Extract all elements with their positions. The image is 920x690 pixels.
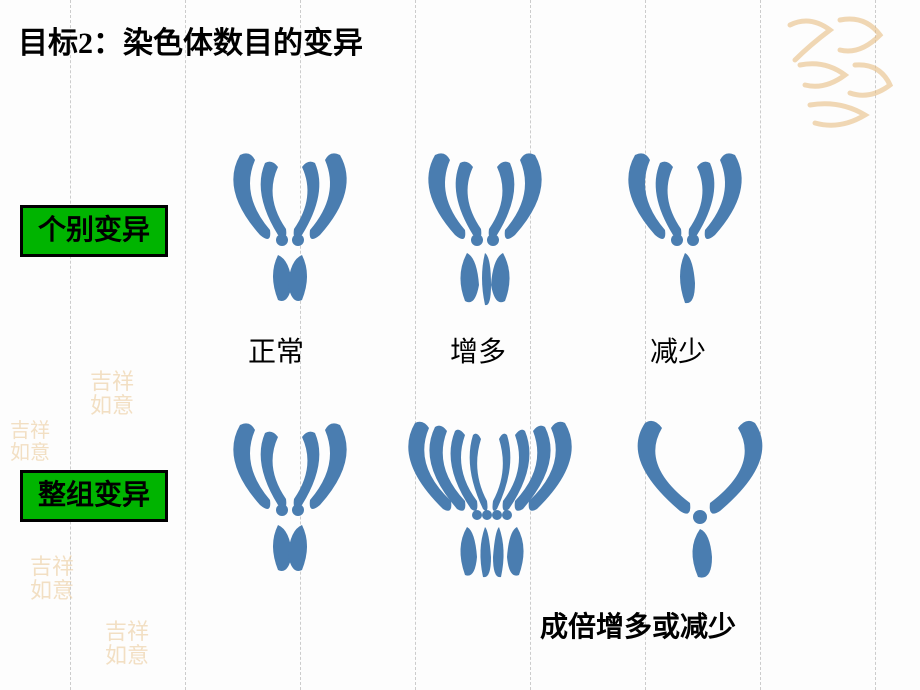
grid-line bbox=[645, 0, 646, 690]
label-group-variation: 整组变异 bbox=[20, 470, 168, 522]
caption-normal: 正常 bbox=[248, 330, 304, 370]
watermark-small: 吉祥如意 bbox=[10, 420, 50, 464]
grid-line bbox=[760, 0, 761, 690]
caption-group-change: 成倍增多或减少 bbox=[540, 605, 736, 645]
chromosome-group-halved bbox=[610, 415, 790, 585]
watermark-small: 吉祥如意 bbox=[105, 620, 149, 668]
grid-line bbox=[530, 0, 531, 690]
caption-less: 减少 bbox=[650, 330, 706, 370]
watermark-small: 吉祥如意 bbox=[90, 370, 134, 418]
chromosome-more bbox=[395, 145, 575, 315]
grid-line bbox=[185, 0, 186, 690]
label-individual-variation: 个别变异 bbox=[20, 205, 168, 257]
page-title: 目标2：染色体数目的变异 bbox=[18, 18, 363, 62]
chromosome-group-doubled bbox=[385, 415, 595, 585]
grid-line bbox=[415, 0, 416, 690]
watermark-small: 吉祥如意 bbox=[30, 555, 74, 603]
chromosome-group-normal bbox=[200, 415, 380, 585]
caption-more: 增多 bbox=[450, 330, 506, 370]
chromosome-less bbox=[595, 145, 775, 315]
watermark-calligraphy bbox=[770, 5, 910, 145]
chromosome-normal bbox=[200, 145, 380, 315]
